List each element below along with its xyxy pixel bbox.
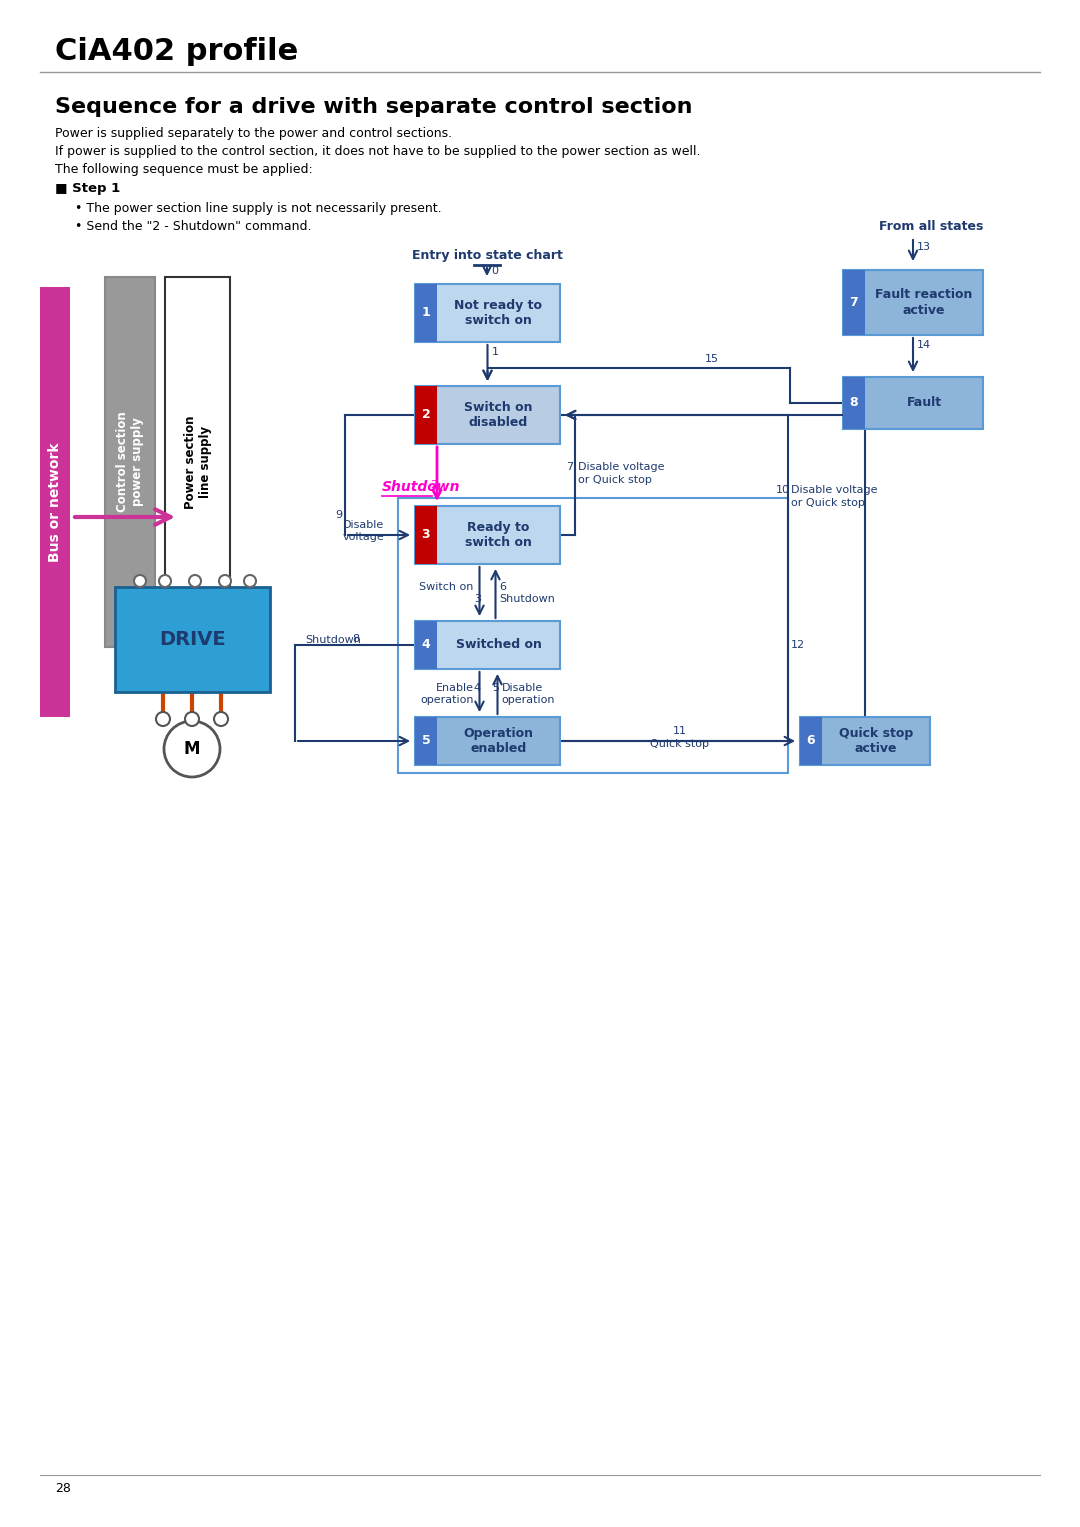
FancyBboxPatch shape xyxy=(40,287,70,718)
Text: Disable: Disable xyxy=(501,683,543,693)
Text: Shutdown: Shutdown xyxy=(382,479,460,495)
FancyBboxPatch shape xyxy=(165,276,230,647)
FancyBboxPatch shape xyxy=(415,284,561,342)
Text: From all states: From all states xyxy=(879,220,983,234)
Text: Bus or network: Bus or network xyxy=(48,443,62,562)
Text: Shutdown: Shutdown xyxy=(305,635,361,644)
Circle shape xyxy=(219,576,231,586)
Text: voltage: voltage xyxy=(343,531,384,542)
Text: DRIVE: DRIVE xyxy=(159,631,226,649)
FancyBboxPatch shape xyxy=(415,621,561,669)
Text: 8: 8 xyxy=(352,634,360,644)
Text: M: M xyxy=(184,741,200,757)
Text: Switched on: Switched on xyxy=(456,638,541,652)
Text: 1: 1 xyxy=(421,307,430,319)
Circle shape xyxy=(156,712,170,725)
Text: 6: 6 xyxy=(499,582,507,592)
Text: 9: 9 xyxy=(335,510,342,521)
FancyBboxPatch shape xyxy=(415,505,437,563)
Text: 7: 7 xyxy=(850,296,859,308)
FancyBboxPatch shape xyxy=(415,284,437,342)
Circle shape xyxy=(164,721,220,777)
Text: • Send the "2 - Shutdown" command.: • Send the "2 - Shutdown" command. xyxy=(75,220,311,234)
FancyBboxPatch shape xyxy=(415,718,561,765)
FancyBboxPatch shape xyxy=(415,621,437,669)
Text: If power is supplied to the control section, it does not have to be supplied to : If power is supplied to the control sect… xyxy=(55,145,701,157)
FancyBboxPatch shape xyxy=(415,386,437,444)
Text: Operation
enabled: Operation enabled xyxy=(463,727,534,754)
Text: Quick stop
active: Quick stop active xyxy=(839,727,913,754)
FancyBboxPatch shape xyxy=(843,377,983,429)
Text: 5: 5 xyxy=(492,683,499,693)
Text: 3: 3 xyxy=(421,528,430,542)
Text: 11: 11 xyxy=(673,725,687,736)
Text: Power section
line supply: Power section line supply xyxy=(184,415,212,508)
Circle shape xyxy=(185,712,199,725)
FancyBboxPatch shape xyxy=(800,718,930,765)
Text: or Quick stop: or Quick stop xyxy=(791,498,865,508)
FancyBboxPatch shape xyxy=(843,270,865,334)
Circle shape xyxy=(189,576,201,586)
Text: 12: 12 xyxy=(791,640,805,651)
FancyBboxPatch shape xyxy=(800,718,822,765)
Text: 7: 7 xyxy=(566,463,573,472)
Circle shape xyxy=(244,576,256,586)
Text: 13: 13 xyxy=(917,241,931,252)
Text: 8: 8 xyxy=(850,397,859,409)
Text: 2: 2 xyxy=(421,409,430,421)
Text: 6: 6 xyxy=(807,734,815,748)
Text: Power is supplied separately to the power and control sections.: Power is supplied separately to the powe… xyxy=(55,127,453,140)
FancyBboxPatch shape xyxy=(105,276,156,647)
FancyBboxPatch shape xyxy=(843,377,865,429)
Text: Ready to
switch on: Ready to switch on xyxy=(465,521,532,550)
Text: 4: 4 xyxy=(421,638,430,652)
Text: CiA402 profile: CiA402 profile xyxy=(55,37,298,66)
Text: Not ready to
switch on: Not ready to switch on xyxy=(455,299,542,327)
Text: operation: operation xyxy=(420,695,473,705)
Text: 4: 4 xyxy=(473,683,481,693)
Text: Control section
power supply: Control section power supply xyxy=(116,412,144,513)
FancyBboxPatch shape xyxy=(114,586,270,692)
Text: 3: 3 xyxy=(474,594,482,605)
Text: operation: operation xyxy=(501,695,555,705)
FancyBboxPatch shape xyxy=(415,505,561,563)
Text: Quick stop: Quick stop xyxy=(650,739,710,750)
Circle shape xyxy=(159,576,171,586)
Text: 0: 0 xyxy=(491,266,498,276)
Text: 2: 2 xyxy=(430,479,437,490)
Text: Disable voltage: Disable voltage xyxy=(578,463,664,472)
Text: Entry into state chart: Entry into state chart xyxy=(411,249,563,261)
FancyBboxPatch shape xyxy=(415,718,437,765)
Text: Disable: Disable xyxy=(343,521,384,530)
Text: Enable: Enable xyxy=(435,683,473,693)
Text: Shutdown: Shutdown xyxy=(499,594,555,605)
Text: Fault reaction
active: Fault reaction active xyxy=(875,289,973,316)
Text: 1: 1 xyxy=(491,347,499,357)
Text: ■ Step 1: ■ Step 1 xyxy=(55,182,120,195)
Text: Disable voltage: Disable voltage xyxy=(791,486,877,495)
Text: 15: 15 xyxy=(705,354,719,363)
Text: Switch on: Switch on xyxy=(419,582,473,592)
Circle shape xyxy=(214,712,228,725)
Text: • The power section line supply is not necessarily present.: • The power section line supply is not n… xyxy=(75,202,442,215)
Circle shape xyxy=(134,576,146,586)
Text: or Quick stop: or Quick stop xyxy=(578,475,652,486)
Text: 10: 10 xyxy=(777,486,789,495)
Text: 14: 14 xyxy=(917,341,931,350)
Text: 28: 28 xyxy=(55,1483,71,1495)
Text: The following sequence must be applied:: The following sequence must be applied: xyxy=(55,163,313,176)
Text: 5: 5 xyxy=(421,734,430,748)
Text: Fault: Fault xyxy=(906,397,942,409)
FancyBboxPatch shape xyxy=(843,270,983,334)
FancyBboxPatch shape xyxy=(415,386,561,444)
Text: Switch on
disabled: Switch on disabled xyxy=(464,402,532,429)
Text: Sequence for a drive with separate control section: Sequence for a drive with separate contr… xyxy=(55,98,692,118)
